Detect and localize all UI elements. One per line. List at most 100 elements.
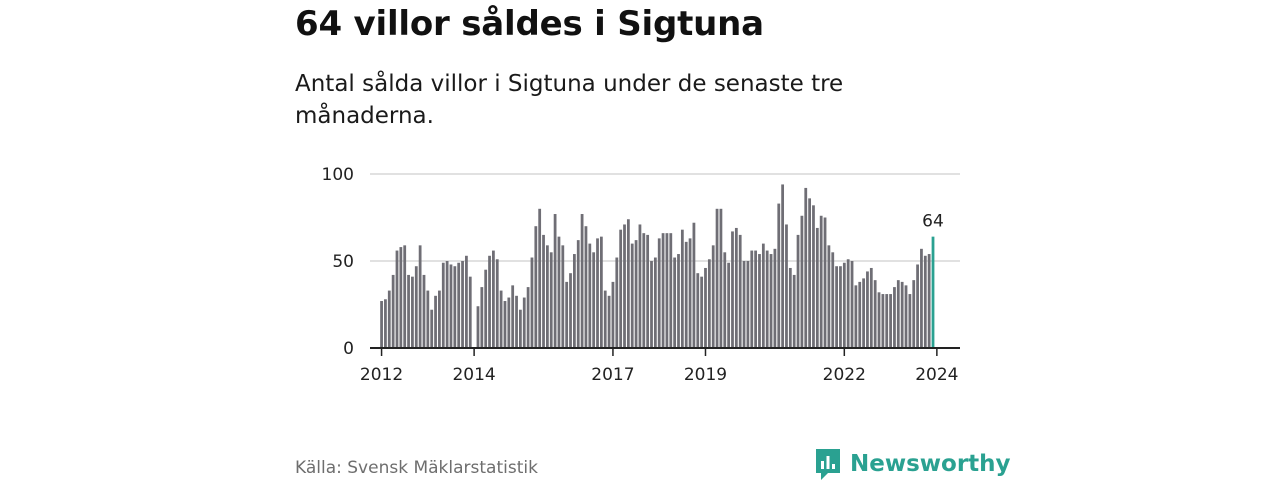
bar xyxy=(858,281,862,348)
chart-axes: 0 50 100 64 2012 2014 2017 2019 2022 2024 xyxy=(322,165,960,385)
bar xyxy=(492,250,495,348)
bar xyxy=(507,297,511,348)
brand-name: Newsworthy xyxy=(850,451,1011,477)
bar xyxy=(488,255,491,348)
bar xyxy=(742,261,746,348)
bar xyxy=(515,295,518,348)
bar xyxy=(669,233,673,348)
bar xyxy=(866,271,869,348)
bar xyxy=(546,245,549,348)
y-tick-label-50: 50 xyxy=(332,252,354,272)
bar xyxy=(781,184,785,348)
bar xyxy=(812,205,815,348)
bar xyxy=(842,262,846,348)
bar xyxy=(912,280,916,348)
bar xyxy=(465,255,468,348)
bar xyxy=(530,257,534,348)
bar xyxy=(407,274,410,348)
bar xyxy=(688,238,692,348)
bar xyxy=(893,287,896,348)
x-tick-label-2024: 2024 xyxy=(915,365,958,385)
bar xyxy=(916,264,919,348)
latest-value-label: 64 xyxy=(922,212,944,232)
bar xyxy=(580,214,584,348)
newsworthy-logo-icon xyxy=(816,449,840,480)
bar xyxy=(877,292,881,348)
bar xyxy=(715,208,719,348)
bar xyxy=(904,285,908,348)
bar xyxy=(761,243,765,348)
bar xyxy=(750,250,754,348)
bar xyxy=(769,254,773,348)
bar xyxy=(704,267,707,348)
bar xyxy=(438,290,441,348)
bar xyxy=(623,224,626,348)
bar xyxy=(792,274,796,348)
bar xyxy=(707,259,711,348)
bar xyxy=(603,290,607,348)
bar xyxy=(777,203,781,348)
bar xyxy=(499,290,503,348)
bar xyxy=(588,243,592,348)
bar xyxy=(831,252,835,348)
bar xyxy=(445,261,449,348)
bar xyxy=(453,266,457,348)
chart-grid xyxy=(370,173,960,262)
bar xyxy=(758,254,761,348)
bar xyxy=(519,309,522,348)
bar xyxy=(619,229,623,348)
bar xyxy=(754,250,758,348)
bar xyxy=(665,233,669,348)
bar xyxy=(395,250,399,348)
bar xyxy=(414,266,418,348)
bar xyxy=(611,281,615,348)
bar xyxy=(653,257,657,348)
bar xyxy=(418,245,422,348)
bar xyxy=(731,231,734,348)
bar xyxy=(815,227,819,348)
bar xyxy=(881,294,885,348)
bar xyxy=(534,226,538,348)
bar xyxy=(785,224,788,348)
bar xyxy=(411,276,414,348)
bar xyxy=(719,208,723,348)
bar xyxy=(572,254,576,348)
bar xyxy=(927,254,931,348)
bar xyxy=(819,215,823,348)
bar xyxy=(765,250,769,348)
bar xyxy=(542,234,545,348)
bar xyxy=(854,285,858,348)
bar xyxy=(773,248,777,348)
bar xyxy=(387,290,391,348)
bar xyxy=(441,262,445,348)
bar xyxy=(391,274,395,348)
bar xyxy=(526,287,530,348)
bar xyxy=(403,245,407,348)
bar xyxy=(646,234,650,348)
bar xyxy=(630,243,634,348)
bar xyxy=(484,269,488,348)
bar xyxy=(896,280,900,348)
bar xyxy=(511,285,515,348)
bar xyxy=(553,214,557,348)
bar xyxy=(808,198,811,348)
bar xyxy=(788,267,792,348)
bar xyxy=(680,229,684,348)
bar xyxy=(480,287,484,348)
bar xyxy=(596,238,599,348)
bar xyxy=(607,295,611,348)
bar xyxy=(576,240,580,348)
bar xyxy=(920,248,923,348)
bar-chart: 0 50 100 64 2012 2014 2017 2019 2022 2024 xyxy=(322,165,960,385)
bar xyxy=(900,281,904,348)
bar xyxy=(561,245,565,348)
bar xyxy=(503,301,507,348)
bar xyxy=(599,236,603,348)
bar xyxy=(923,255,927,348)
bar xyxy=(723,252,727,348)
bar xyxy=(399,247,403,348)
bar xyxy=(384,299,387,348)
bar xyxy=(650,261,653,348)
newsworthy-logo[interactable]: Newsworthy xyxy=(814,447,1011,481)
bar xyxy=(569,273,572,348)
